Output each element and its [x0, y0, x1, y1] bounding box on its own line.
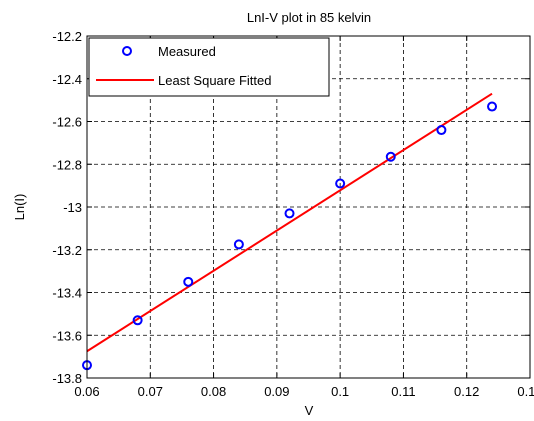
- legend-marker-measured: [122, 46, 132, 56]
- measured-point: [183, 276, 194, 287]
- x-tick-label: 0.13: [517, 384, 534, 399]
- y-tick-label: -12.6: [52, 115, 82, 130]
- y-tick-label: -12.2: [52, 29, 82, 44]
- x-tick-label: 0.09: [264, 384, 289, 399]
- y-tick-label: -13.8: [52, 371, 82, 386]
- y-axis-title: Ln(I): [12, 194, 27, 221]
- y-tick-label: -12.4: [52, 72, 82, 87]
- x-tick-label: 0.1: [331, 384, 349, 399]
- x-tick-label: 0.12: [454, 384, 479, 399]
- y-tick-label: -13: [63, 200, 82, 215]
- measured-point: [487, 101, 498, 112]
- x-tick-label: 0.06: [74, 384, 99, 399]
- measured-point: [132, 315, 143, 326]
- fitted-line: [86, 92, 493, 353]
- measured-point: [436, 125, 447, 136]
- x-tick-label: 0.08: [201, 384, 226, 399]
- legend: Measured Least Square Fitted: [88, 37, 330, 97]
- y-tick-label: -13.4: [52, 286, 82, 301]
- measured-point: [284, 208, 295, 219]
- measured-point: [385, 151, 396, 162]
- y-tick-label: -13.6: [52, 328, 82, 343]
- y-tick-label: -12.8: [52, 157, 82, 172]
- x-axis-title: V: [305, 403, 314, 418]
- measured-point: [233, 239, 244, 250]
- chart-title: LnI-V plot in 85 kelvin: [247, 10, 371, 25]
- measured-point: [335, 178, 346, 189]
- x-tick-label: 0.11: [391, 384, 415, 399]
- legend-label-fitted: Least Square Fitted: [158, 73, 271, 88]
- legend-label-measured: Measured: [158, 44, 216, 59]
- tick-labels: 0.06 0.07 0.08 0.09 0.1 0.11 0.12 0.13 -13.8 -13.…: [52, 29, 534, 399]
- plot-frame: [86, 35, 531, 379]
- y-tick-label: -13.2: [52, 243, 82, 258]
- x-tick-label: 0.07: [138, 384, 163, 399]
